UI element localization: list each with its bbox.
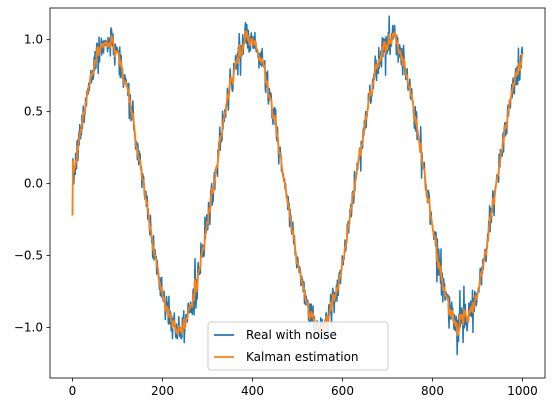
x-tick-label: 0 [69,384,77,398]
legend: Real with noise Kalman estimation [207,321,389,371]
series-line-kalman-estimation [71,30,524,337]
axes-frame [49,7,546,379]
y-tick-label: 1.0 [24,33,43,47]
x-tick-label: 800 [421,384,444,398]
legend-box [207,321,389,371]
y-tick-label: 0.5 [24,105,43,119]
x-tick-label: 1000 [507,384,538,398]
plot-area [71,15,524,356]
legend-label: Kalman estimation [246,350,359,364]
x-tick-label: 600 [331,384,354,398]
series-group [71,15,524,356]
legend-label: Real with noise [246,328,337,342]
axes: 0 200 400 600 800 1000 −1.0 −0.5 0.0 0.5 1.0 [14,7,546,398]
y-tick-label: 0.0 [24,177,43,191]
y-tick-label: −1.0 [14,321,43,335]
y-tick-label: −0.5 [14,249,43,263]
x-tick-label: 400 [241,384,264,398]
x-tick-label: 200 [151,384,174,398]
